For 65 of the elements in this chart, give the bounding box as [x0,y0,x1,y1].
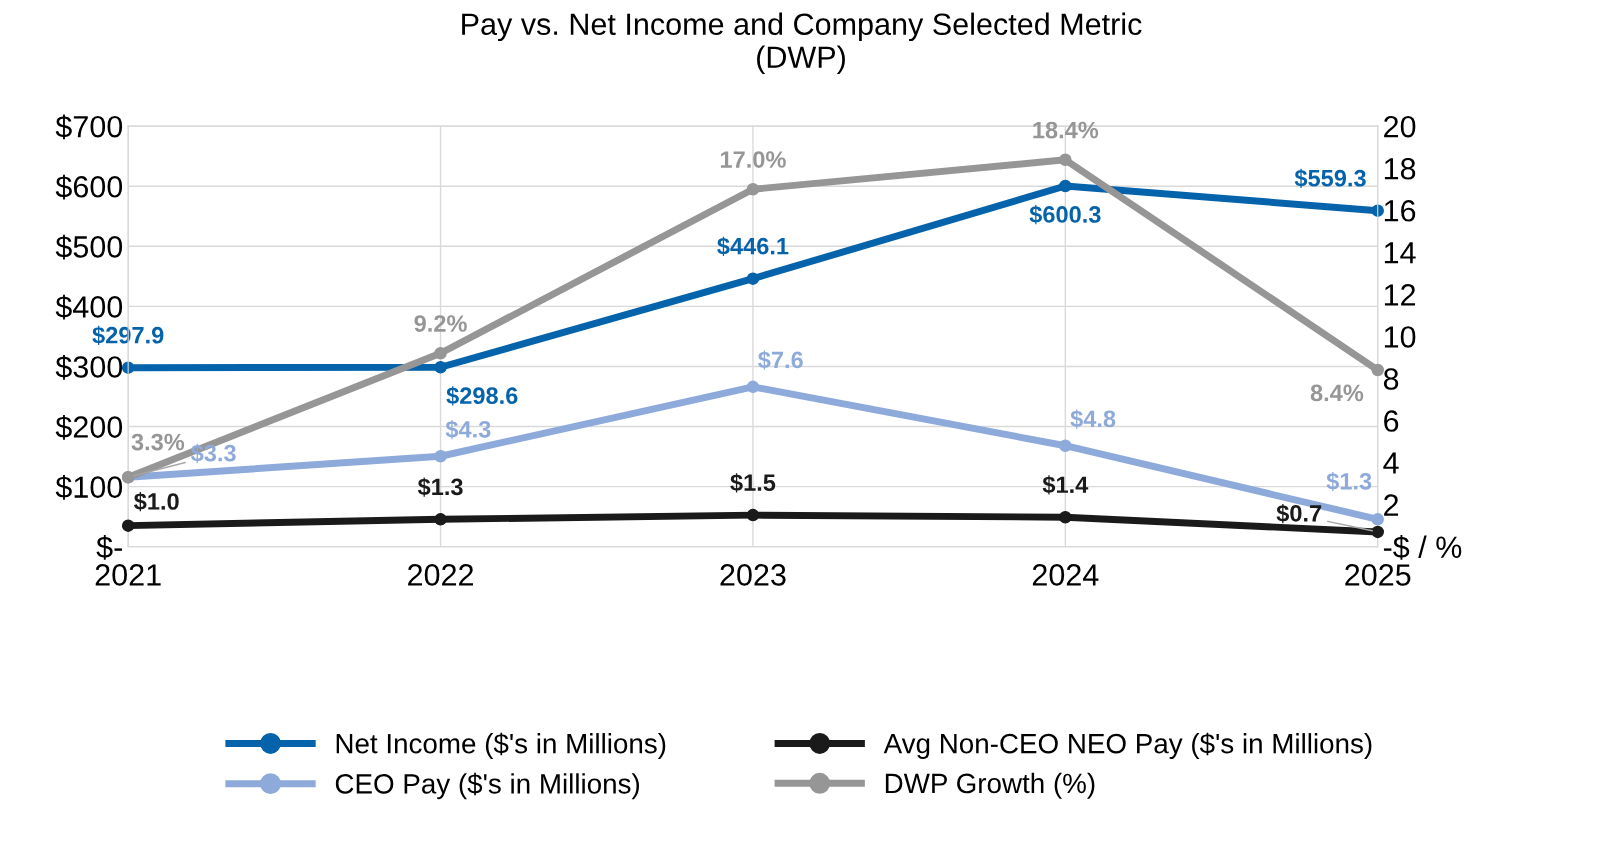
y2-tick-label: -$ / % [1383,535,1462,560]
y2-tick-label: 8 [1383,368,1399,390]
data-label: 8.4% [1310,384,1364,402]
y-tick-label: $200 [55,414,123,440]
y-tick-label: $700 [55,114,123,140]
data-label: 17.0% [720,151,786,168]
y2-tick-label: 10 [1384,326,1416,348]
x-tick-label: 2025 [1345,564,1411,586]
y2-tick-label: 20 [1384,115,1416,138]
x-tick-label: 2021 [95,564,161,586]
point [1371,513,1384,526]
point [746,182,760,196]
data-label: $559.3 [1294,168,1366,189]
point [434,361,447,374]
x-tick-label: 2024 [1032,564,1099,586]
point [121,519,135,532]
data-label: $1.4 [1042,475,1089,495]
data-label: $600.3 [1029,205,1101,225]
point [1371,525,1384,539]
chart-title: Pay vs. Net Income and Company Selected Metric (DWP) [462,12,1142,74]
y-tick-label: $600 [55,174,123,200]
data-label: 3.3% [131,433,185,451]
point [1059,153,1072,167]
point [1059,439,1072,452]
y2-tick-label: 2 [1384,494,1399,516]
y2-tick-label: 18 [1384,157,1416,180]
data-label: $1.0 [134,492,179,512]
data-label: $0.7 [1276,503,1322,524]
data-label: $446.1 [717,236,789,257]
y2-tick-label: 16 [1384,199,1416,222]
data-label: $1.3 [417,477,463,497]
y2-tick-label: 6 [1384,410,1399,432]
point [1371,363,1384,377]
data-label: $7.6 [758,350,803,370]
legend-label: Net Income ($'s in Millions) [336,732,666,759]
y2-tick-label: 12 [1384,284,1416,306]
y-tick-label: $- [96,535,122,560]
data-label: $1.3 [1326,471,1372,492]
y-tick-label: $300 [55,354,123,380]
y2-tick-label: 4 [1383,452,1399,474]
data-label: $1.5 [730,473,776,493]
y-tick-label: $500 [55,234,123,260]
data-label: $4.8 [1070,409,1116,429]
y-tick-label: $400 [55,294,123,320]
point [1059,179,1072,193]
data-label: $3.3 [190,443,236,464]
point [434,449,447,463]
point [434,346,447,360]
legend-label: DWP Growth (%) [885,772,1095,799]
y-tick-label: $100 [55,475,123,500]
data-label: 9.2% [414,315,467,332]
data-label: $297.9 [92,325,164,346]
data-label: $298.6 [446,386,518,406]
point [746,380,760,394]
x-tick-label: 2022 [408,564,474,586]
x-tick-label: 2023 [720,564,786,586]
y2-tick-label: 14 [1384,242,1416,264]
data-label: 18.4% [1033,121,1099,139]
data-label: $4.3 [445,419,491,440]
point [746,508,760,522]
point [434,513,447,526]
legend-label: CEO Pay ($'s in Millions) [335,772,639,800]
point [746,272,760,285]
point [1059,510,1072,524]
legend-label: Avg Non-CEO NEO Pay ($'s in Millions) [883,732,1372,759]
